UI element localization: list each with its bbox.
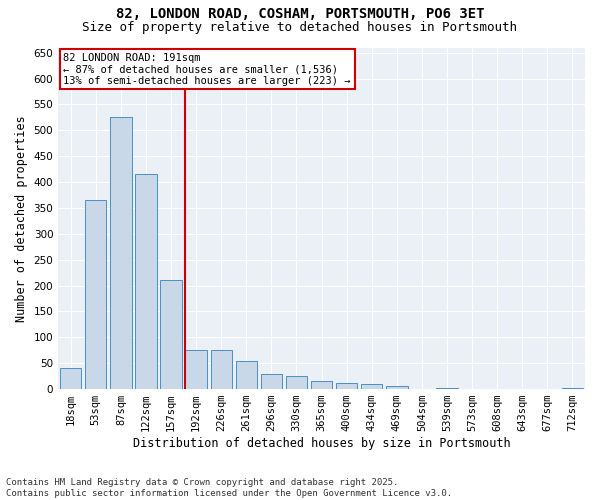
- X-axis label: Distribution of detached houses by size in Portsmouth: Distribution of detached houses by size …: [133, 437, 511, 450]
- Bar: [110, 118, 131, 389]
- Bar: [361, 384, 382, 389]
- Bar: [160, 280, 182, 389]
- Bar: [562, 388, 583, 389]
- Text: 82 LONDON ROAD: 191sqm
← 87% of detached houses are smaller (1,536)
13% of semi-: 82 LONDON ROAD: 191sqm ← 87% of detached…: [64, 52, 351, 86]
- Bar: [386, 386, 407, 389]
- Bar: [336, 383, 358, 389]
- Text: Size of property relative to detached houses in Portsmouth: Size of property relative to detached ho…: [83, 21, 517, 34]
- Bar: [211, 350, 232, 389]
- Text: 82, LONDON ROAD, COSHAM, PORTSMOUTH, PO6 3ET: 82, LONDON ROAD, COSHAM, PORTSMOUTH, PO6…: [116, 8, 484, 22]
- Text: Contains HM Land Registry data © Crown copyright and database right 2025.
Contai: Contains HM Land Registry data © Crown c…: [6, 478, 452, 498]
- Bar: [185, 350, 207, 389]
- Bar: [236, 360, 257, 389]
- Bar: [85, 200, 106, 389]
- Bar: [537, 388, 558, 389]
- Bar: [411, 388, 433, 389]
- Y-axis label: Number of detached properties: Number of detached properties: [15, 115, 28, 322]
- Bar: [136, 174, 157, 389]
- Bar: [60, 368, 82, 389]
- Bar: [261, 374, 282, 389]
- Bar: [286, 376, 307, 389]
- Bar: [311, 382, 332, 389]
- Bar: [436, 388, 458, 389]
- Bar: [461, 388, 483, 389]
